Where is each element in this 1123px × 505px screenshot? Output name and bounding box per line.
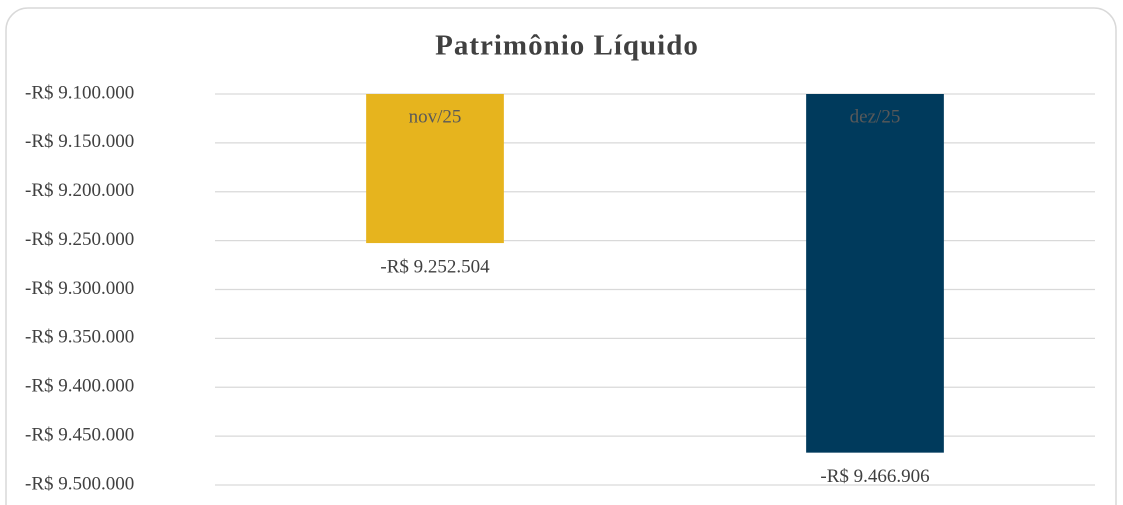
chart-title: Patrimônio Líquido — [435, 30, 699, 62]
bar — [806, 94, 944, 453]
y-tick-label: -R$ 9.300.000 — [25, 278, 134, 299]
value-label: -R$ 9.252.504 — [380, 256, 490, 277]
y-tick-label: -R$ 9.350.000 — [25, 327, 134, 348]
y-tick-label: -R$ 9.450.000 — [25, 424, 134, 445]
value-label: -R$ 9.466.906 — [820, 466, 929, 487]
y-tick-label: -R$ 9.150.000 — [25, 131, 134, 152]
y-tick-label: -R$ 9.200.000 — [25, 180, 134, 201]
y-tick-label: -R$ 9.500.000 — [25, 473, 134, 494]
y-tick-label: -R$ 9.250.000 — [25, 229, 134, 250]
category-label: nov/25 — [409, 106, 462, 127]
chart-border — [5, 7, 1117, 505]
y-tick-label: -R$ 9.400.000 — [25, 376, 134, 397]
y-tick-label: -R$ 9.100.000 — [25, 82, 134, 103]
category-label: dez/25 — [850, 106, 901, 127]
bar — [366, 94, 504, 244]
